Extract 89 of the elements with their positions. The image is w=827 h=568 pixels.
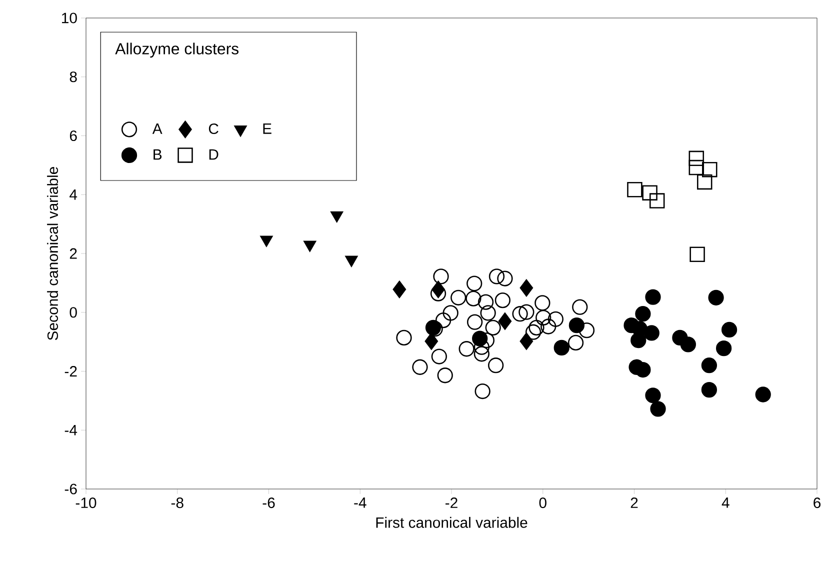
point bbox=[435, 312, 452, 328]
point bbox=[485, 320, 501, 336]
point bbox=[540, 318, 556, 334]
point bbox=[472, 330, 488, 346]
x-tick-label: 4 bbox=[722, 498, 730, 508]
point bbox=[474, 383, 490, 400]
point bbox=[645, 289, 661, 305]
legend-label: C bbox=[208, 123, 218, 134]
point bbox=[701, 382, 718, 398]
point bbox=[554, 340, 570, 356]
legend-label: A bbox=[152, 124, 162, 134]
point bbox=[708, 290, 724, 306]
point bbox=[528, 320, 544, 336]
x-tick-label: -2 bbox=[446, 498, 458, 508]
point bbox=[578, 322, 595, 338]
y-tick-label: 0 bbox=[70, 307, 77, 318]
point bbox=[450, 290, 466, 306]
point bbox=[433, 268, 449, 284]
point bbox=[630, 332, 646, 348]
point bbox=[755, 386, 771, 402]
point bbox=[518, 304, 534, 320]
y-tick-label: 8 bbox=[70, 72, 77, 82]
point bbox=[688, 150, 704, 166]
point bbox=[690, 246, 705, 262]
point bbox=[424, 332, 438, 350]
legend-title: Allozyme clusters bbox=[115, 42, 239, 58]
point bbox=[392, 280, 406, 298]
point bbox=[645, 388, 661, 404]
point bbox=[568, 334, 584, 351]
point bbox=[488, 268, 505, 284]
point bbox=[572, 299, 588, 315]
point bbox=[721, 322, 738, 338]
point bbox=[488, 358, 504, 374]
y-tick-label: 4 bbox=[70, 189, 78, 200]
point bbox=[497, 270, 513, 286]
point bbox=[702, 162, 718, 178]
x-tick-label: -6 bbox=[262, 498, 275, 508]
x-tick-label: -8 bbox=[171, 498, 184, 508]
point bbox=[520, 279, 534, 297]
point bbox=[512, 306, 528, 322]
point bbox=[431, 348, 447, 364]
point bbox=[688, 160, 704, 176]
legend-label: D bbox=[209, 149, 218, 160]
point bbox=[650, 401, 666, 417]
point bbox=[627, 182, 642, 198]
point bbox=[696, 174, 712, 190]
point bbox=[498, 312, 512, 330]
x-tick-label: -10 bbox=[76, 498, 96, 508]
point bbox=[525, 324, 542, 340]
point bbox=[635, 362, 651, 378]
point bbox=[442, 305, 458, 321]
point bbox=[635, 306, 651, 322]
y-tick-label: 10 bbox=[62, 12, 77, 24]
point bbox=[548, 311, 564, 327]
x-tick-label: 6 bbox=[814, 498, 821, 508]
x-axis-title: First canonical variable bbox=[376, 516, 528, 528]
point bbox=[649, 193, 665, 208]
x-tick-label: 0 bbox=[539, 498, 546, 508]
point bbox=[396, 330, 412, 346]
point bbox=[466, 276, 482, 292]
point bbox=[466, 290, 482, 306]
y-tick-label: 2 bbox=[70, 248, 77, 259]
point bbox=[642, 185, 658, 200]
y-axis-title: Second canonical variable bbox=[47, 166, 58, 340]
point bbox=[680, 336, 696, 352]
y-tick-label: 6 bbox=[70, 130, 77, 142]
point bbox=[536, 310, 552, 326]
point bbox=[716, 340, 732, 356]
point bbox=[458, 341, 474, 357]
legend-label: E bbox=[263, 124, 272, 134]
point bbox=[466, 314, 483, 330]
y-tick-label: -4 bbox=[64, 424, 78, 436]
point bbox=[437, 368, 453, 384]
point bbox=[474, 346, 490, 362]
y-tick-label: -6 bbox=[64, 484, 77, 494]
point bbox=[701, 358, 718, 374]
legend-label: B bbox=[154, 149, 162, 160]
point bbox=[568, 318, 585, 334]
point bbox=[534, 295, 550, 311]
point bbox=[412, 359, 428, 375]
point bbox=[644, 325, 660, 341]
point bbox=[478, 294, 494, 310]
point bbox=[520, 332, 534, 350]
x-tick-label: 2 bbox=[630, 498, 638, 508]
point bbox=[494, 292, 510, 308]
y-tick-label: -2 bbox=[64, 366, 77, 376]
point bbox=[480, 305, 496, 321]
point bbox=[432, 280, 445, 298]
x-tick-label: -4 bbox=[354, 498, 366, 508]
